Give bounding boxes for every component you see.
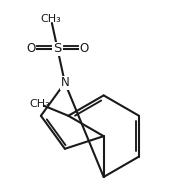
- Text: O: O: [26, 42, 36, 55]
- Text: N: N: [61, 76, 69, 89]
- Text: S: S: [53, 42, 62, 55]
- Text: CH₃: CH₃: [30, 99, 50, 109]
- Text: CH₃: CH₃: [41, 14, 61, 24]
- Text: O: O: [79, 42, 89, 55]
